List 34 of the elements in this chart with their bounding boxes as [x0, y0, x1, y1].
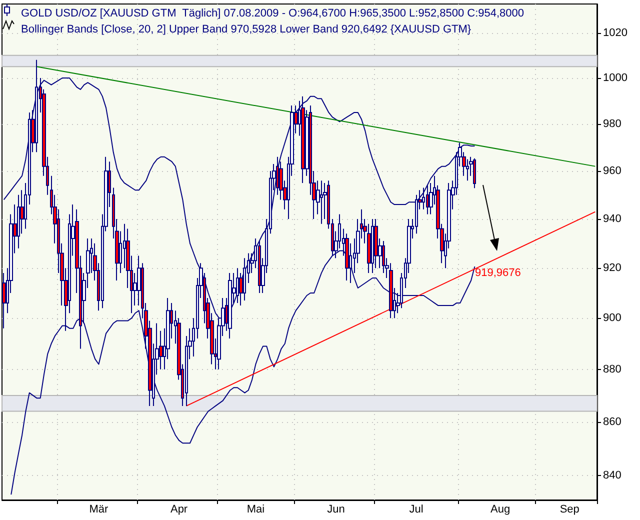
x-tick-label: Mär	[89, 504, 109, 516]
candlestick	[371, 218, 374, 274]
x-tick-label: Jul	[409, 504, 424, 516]
y-tick-label: 920	[603, 262, 622, 274]
candlestick	[382, 240, 385, 274]
candlestick	[415, 194, 418, 234]
candlestick	[320, 180, 323, 224]
candlestick	[367, 223, 371, 274]
y-tick-label: 960	[603, 165, 622, 178]
candlestick	[243, 258, 246, 302]
x-tick-label: Jun	[327, 504, 345, 516]
candlestick	[426, 184, 429, 215]
candlestick	[301, 96, 305, 184]
y-tick-label: 980	[603, 118, 622, 130]
chart-title: GOLD USD/OZ [XAUUSD GTM Täglich] 07.08.2009 - O:964,6700 H:965,3500 L:952,8500 C:954,8000	[21, 8, 524, 20]
y-tick-label: 860	[603, 416, 622, 428]
text: Bollinger Bands [Close, 20, 2] Upper Band 970,5928 Lower Band 920,6492 {XAUUSD GTM}	[21, 24, 472, 36]
candlestick	[276, 156, 279, 196]
x-tick-label: Apr	[170, 504, 188, 516]
candlestick	[374, 218, 378, 269]
y-tick-label: 1020	[603, 26, 628, 39]
candlestick	[258, 240, 261, 294]
annotation: 919,9676	[475, 267, 521, 279]
y-tick-label: 880	[603, 363, 622, 376]
x-tick-label: Aug	[490, 504, 510, 516]
y-tick-label: 840	[603, 469, 622, 482]
y-tick-label: 940	[603, 213, 622, 226]
x-tick-label: Sep	[560, 504, 580, 516]
x-tick-label: Mai	[246, 504, 265, 516]
candlestick	[473, 158, 476, 189]
y-tick-label: 1000	[603, 72, 628, 84]
candlestick	[236, 268, 239, 304]
y-tick-label: 900	[603, 312, 622, 324]
candlestick	[422, 187, 425, 210]
